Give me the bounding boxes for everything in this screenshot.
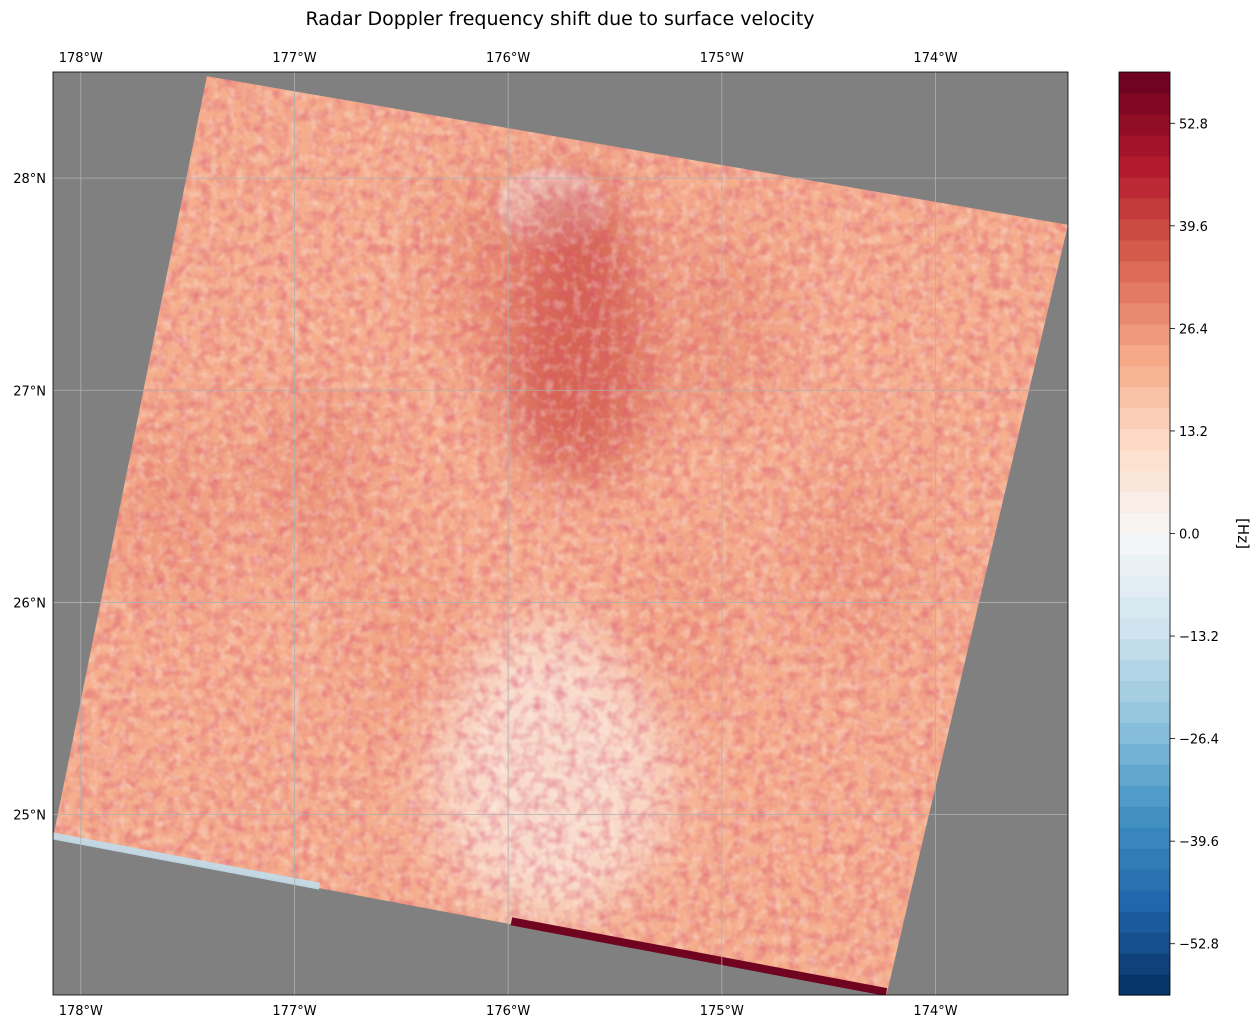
colorbar-label: [Hz] [1234,518,1252,549]
swath-seams [258,112,856,957]
colorbar-tick-label: 13.2 [1179,425,1208,440]
subswath-seam [258,112,426,878]
subswath-seam [466,149,641,918]
colorbar-band [1119,134,1170,157]
colorbar-band [1119,764,1170,786]
colorbar-tick-label: −39.6 [1179,835,1219,850]
colorbar-band [1119,239,1170,262]
colorbar-band [1119,974,1170,996]
colorbar-band [1119,911,1170,933]
map-gridlines [53,72,1068,995]
colorbar-band [1119,932,1170,954]
colorbar-band [1119,281,1170,304]
colorbar-band [1119,869,1170,891]
colorbar-band [1119,470,1170,493]
map-frame [52,71,1069,996]
colorbar-band [1119,302,1170,325]
x-tick-label-top: 175°W [700,51,744,66]
colorbar-band [1119,92,1170,115]
colorbar-band [1119,701,1170,723]
colorbar-band [1119,638,1170,660]
colorbar-bands [1119,72,1170,996]
positive-edge-strip [510,917,888,995]
x-tick-label-top: 177°W [272,51,316,66]
x-tick-label-top: 176°W [486,51,530,66]
colorbar-band [1119,512,1170,535]
x-tick-label-bottom: 177°W [272,1004,316,1019]
map-tick-labels: 178°W 178°W 177°W 177°W 176°W 176°W 175°W 175°W… [13,51,958,1019]
y-tick-label: 28°N [13,172,46,187]
y-tick-label: 25°N [13,809,46,824]
colorbar-tick-label: 0.0 [1179,528,1200,543]
colorbar: 52.839.626.413.20.0−13.2−26.4−39.6−52.8 … [1118,71,1252,996]
chart-title: Radar Doppler frequency shift due to sur… [305,8,814,30]
colorbar-band [1119,491,1170,514]
colorbar-band [1119,218,1170,241]
colorbar-tick-label: −13.2 [1179,630,1219,645]
colorbar-tick-label: 26.4 [1179,322,1208,337]
colorbar-band [1119,785,1170,807]
y-tick-label: 26°N [13,596,46,611]
colorbar-band [1119,386,1170,409]
colorbar-band [1119,554,1170,577]
colorbar-tick-label: −26.4 [1179,733,1219,748]
colorbar-band [1119,365,1170,388]
colorbar-band [1119,323,1170,346]
colorbar-band [1119,260,1170,283]
colorbar-band [1119,533,1170,556]
x-tick-label-bottom: 174°W [913,1004,957,1019]
colorbar-band [1119,722,1170,744]
y-tick-label: 27°N [13,384,46,399]
colorbar-band [1119,890,1170,912]
colorbar-band [1119,155,1170,178]
colorbar-band [1119,407,1170,430]
x-tick-label-top: 174°W [913,51,957,66]
colorbar-band [1119,617,1170,639]
colorbar-band [1119,449,1170,472]
x-tick-label-top: 178°W [59,51,103,66]
colorbar-band [1119,848,1170,870]
colorbar-band [1119,953,1170,975]
negative-edge-strip [53,832,321,890]
colorbar-band [1119,575,1170,598]
colorbar-tick-label: 39.6 [1179,220,1208,235]
x-tick-label-bottom: 176°W [486,1004,530,1019]
colorbar-band [1119,806,1170,828]
colorbar-band [1119,197,1170,220]
subswath-seam [675,186,856,957]
colorbar-band [1119,176,1170,199]
x-tick-label-bottom: 178°W [59,1004,103,1019]
colorbar-band [1119,659,1170,681]
colorbar-tick-label: −52.8 [1179,938,1219,953]
x-tick-label-bottom: 175°W [700,1004,744,1019]
colorbar-band [1119,428,1170,451]
colorbar-tick-label: 52.8 [1179,117,1208,132]
colorbar-band [1119,743,1170,765]
colorbar-ticks: 52.8 39.6 26.4 13.2 0.0 −13.2 −26.4 −39.6 −52.8 [1170,117,1219,953]
colorbar-band [1119,72,1170,94]
colorbar-band [1119,596,1170,619]
colorbar-band [1119,113,1170,136]
colorbar-band [1119,680,1170,702]
colorbar-band [1119,344,1170,367]
colorbar-band [1119,827,1170,849]
